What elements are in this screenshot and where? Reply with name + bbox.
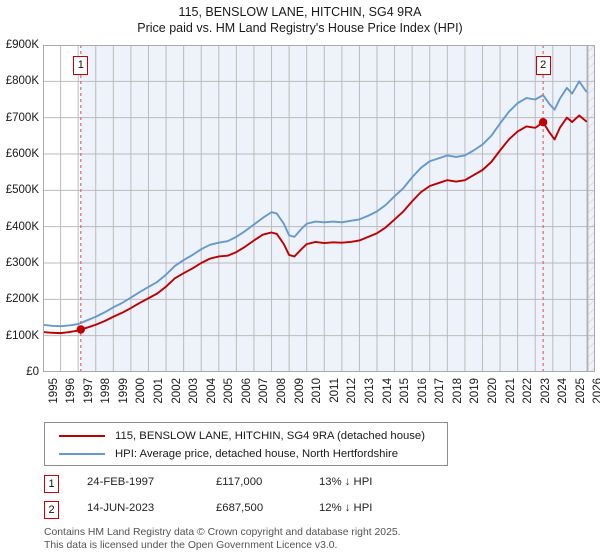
sale-hpi-delta-2: 12% ↓ HPI: [319, 502, 373, 514]
x-axis-tick-label: 2017: [434, 378, 447, 404]
table-row: 1 24-FEB-1997 £117,000 13% ↓ HPI: [44, 473, 464, 499]
x-axis-tick-label: 2001: [152, 378, 165, 404]
x-axis-tick-label: 2023: [539, 378, 552, 404]
x-axis-tick-label: 1998: [100, 378, 113, 404]
legend-item-price-paid: 115, BENSLOW LANE, HITCHIN, SG4 9RA (det…: [51, 427, 441, 445]
y-axis-tick-label: £800K: [5, 75, 39, 88]
x-axis-tick-label: 1999: [117, 378, 130, 404]
y-axis-tick-label: £300K: [5, 257, 39, 269]
x-axis-tick-label: 1995: [47, 378, 60, 404]
table-row: 2 14-JUN-2023 £687,500 12% ↓ HPI: [44, 499, 464, 525]
sale-price-2: £687,500: [216, 502, 264, 514]
sale-date-2: 14-JUN-2023: [87, 502, 155, 514]
legend-label-hpi: HPI: Average price, detached house, Nort…: [115, 448, 398, 460]
x-axis-tick-label: 2006: [240, 378, 253, 404]
x-axis-tick-label: 2016: [416, 378, 429, 404]
x-axis-tick-label: 2005: [223, 378, 236, 404]
marker-callout-1: 1: [73, 56, 89, 75]
page-title: 115, BENSLOW LANE, HITCHIN, SG4 9RA: [178, 5, 422, 19]
x-axis-tick-label: 2022: [522, 378, 535, 404]
x-axis-tick-label: 2020: [486, 378, 499, 404]
x-axis-tick-label: 1996: [65, 378, 78, 404]
x-axis-tick-label: 2011: [328, 378, 341, 403]
x-axis-tick-label: 2010: [311, 378, 324, 404]
sale-badge-2: 2: [44, 501, 59, 519]
price-history-line-chart: [43, 45, 595, 372]
x-axis-tick-label: 2014: [381, 378, 394, 404]
legend-swatch-hpi: [59, 453, 105, 455]
x-axis-tick-label: 2008: [276, 378, 289, 404]
x-axis-tick-label: 2021: [504, 378, 517, 404]
marker-callout-2: 2: [535, 56, 551, 75]
sales-table: 1 24-FEB-1997 £117,000 13% ↓ HPI 2 14-JU…: [44, 473, 464, 525]
x-axis-tick-label: 2009: [293, 378, 306, 404]
plot-area: [43, 45, 595, 372]
x-axis-tick-label: 2007: [258, 378, 271, 404]
x-axis-tick-label: 2025: [574, 378, 587, 404]
page-subtitle: Price paid vs. HM Land Registry's House …: [137, 21, 463, 35]
y-axis-tick-label: £500K: [5, 184, 39, 197]
x-axis-tick-label: 2012: [346, 378, 359, 404]
attribution-line-2: This data is licensed under the Open Gov…: [44, 539, 338, 551]
sale-date-1: 24-FEB-1997: [87, 476, 155, 488]
x-axis-tick-label: 1997: [82, 378, 95, 404]
legend-label-price-paid: 115, BENSLOW LANE, HITCHIN, SG4 9RA (det…: [115, 430, 425, 442]
x-axis-tick-label: 2004: [205, 378, 218, 404]
attribution-line-1: Contains HM Land Registry data © Crown c…: [44, 527, 401, 538]
x-axis-labels: 1995 1996 1997 1998 1999 2000 2001 2002 2003 2004…: [0, 372, 600, 412]
x-axis-tick-label: 2013: [363, 378, 376, 404]
y-axis-tick-label: £400K: [5, 220, 39, 233]
y-axis-tick-label: £0: [26, 366, 39, 378]
sale-price-1: £117,000: [216, 476, 263, 488]
x-axis-tick-label: 2003: [188, 378, 201, 404]
y-axis-labels: £0 £100K £200K £300K £400K £500K £600K £700K £80…: [0, 0, 43, 560]
x-axis-tick-label: 2018: [451, 378, 464, 404]
x-axis-tick-label: 2015: [399, 378, 412, 404]
x-axis-tick-label: 2000: [135, 378, 148, 404]
chart-title-block: 115, BENSLOW LANE, HITCHIN, SG4 9RA Pric…: [0, 4, 600, 36]
y-axis-tick-label: £200K: [5, 293, 39, 306]
attribution-footer: Contains HM Land Registry data © Crown c…: [44, 527, 574, 552]
y-axis-tick-label: £900K: [5, 39, 39, 51]
legend-item-hpi: HPI: Average price, detached house, Nort…: [51, 445, 441, 463]
sale-hpi-delta-1: 13% ↓ HPI: [319, 476, 373, 488]
y-axis-tick-label: £700K: [5, 111, 39, 124]
chart-legend: 115, BENSLOW LANE, HITCHIN, SG4 9RA (det…: [44, 422, 448, 466]
x-axis-tick-label: 2002: [170, 378, 183, 404]
x-axis-tick-label: 2024: [557, 378, 570, 404]
x-axis-tick-label: 2019: [469, 378, 482, 404]
legend-swatch-price-paid: [59, 435, 105, 437]
sale-badge-1: 1: [44, 475, 59, 493]
y-axis-tick-label: £100K: [5, 329, 39, 342]
x-axis-tick-label: 2026: [592, 378, 600, 404]
y-axis-tick-label: £600K: [5, 148, 39, 160]
